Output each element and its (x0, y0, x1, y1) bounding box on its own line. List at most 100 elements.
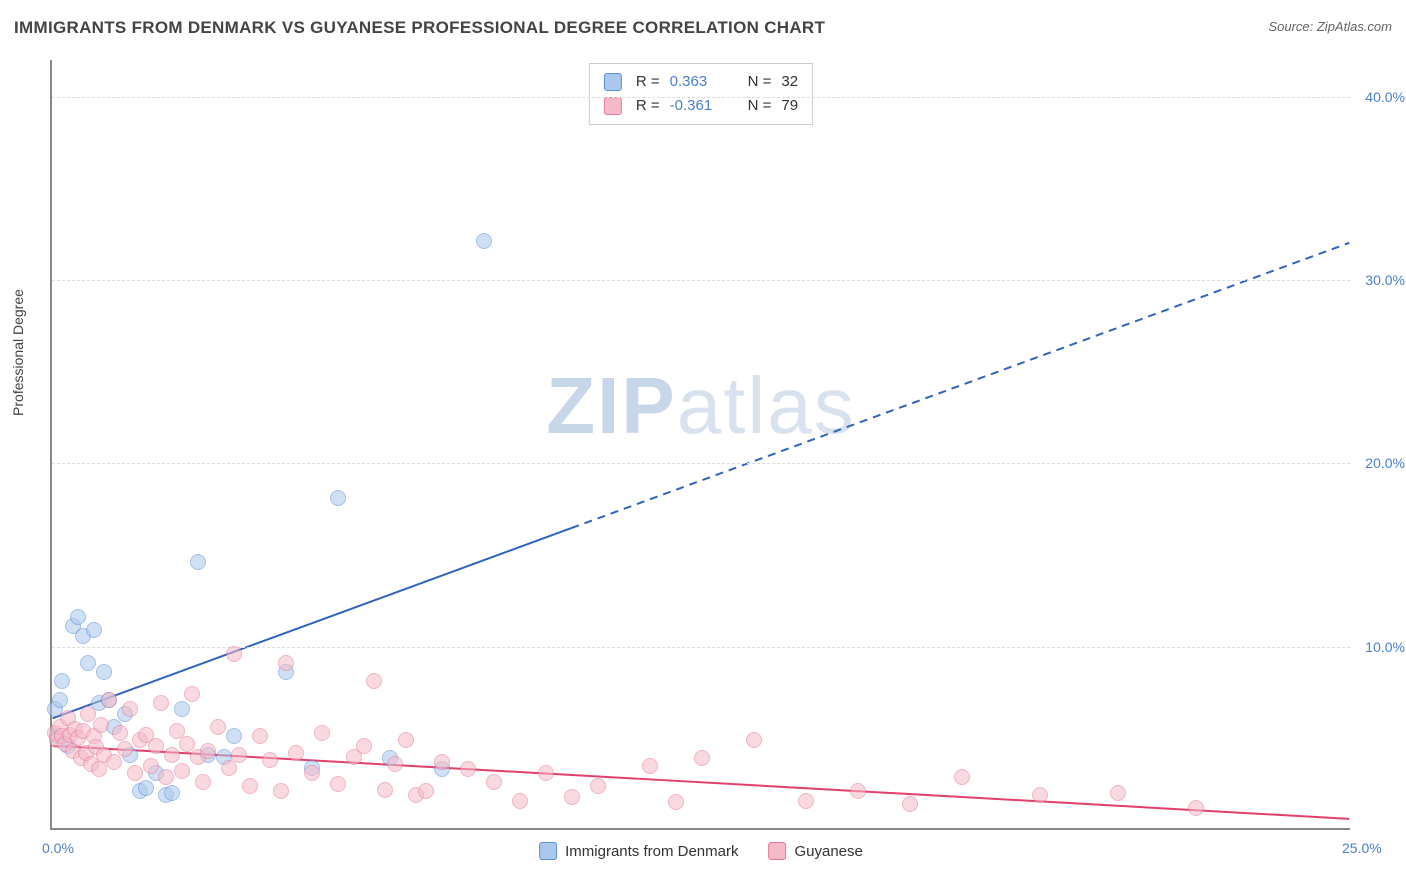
series-legend: Immigrants from Denmark Guyanese (539, 842, 863, 860)
legend-item-guyanese: Guyanese (768, 842, 862, 860)
n-value-denmark: 32 (781, 70, 798, 94)
data-point-guyanese (304, 765, 320, 781)
data-point-guyanese (564, 789, 580, 805)
y-tick-label: 10.0% (1365, 639, 1405, 655)
data-point-guyanese (231, 747, 247, 763)
data-point-denmark (52, 692, 68, 708)
watermark-atlas: atlas (677, 361, 856, 450)
data-point-guyanese (377, 782, 393, 798)
data-point-guyanese (387, 756, 403, 772)
data-point-guyanese (252, 728, 268, 744)
trend-lines (52, 60, 1350, 828)
data-point-guyanese (278, 655, 294, 671)
y-tick-label: 20.0% (1365, 455, 1405, 471)
data-point-guyanese (694, 750, 710, 766)
legend-item-denmark: Immigrants from Denmark (539, 842, 738, 860)
data-point-guyanese (158, 769, 174, 785)
data-point-guyanese (356, 738, 372, 754)
data-point-denmark (174, 701, 190, 717)
swatch-guyanese (604, 97, 622, 115)
data-point-guyanese (122, 701, 138, 717)
data-point-guyanese (262, 752, 278, 768)
watermark: ZIPatlas (546, 360, 855, 452)
y-tick-label: 40.0% (1365, 89, 1405, 105)
chart-title: IMMIGRANTS FROM DENMARK VS GUYANESE PROF… (14, 18, 825, 38)
data-point-denmark (86, 622, 102, 638)
data-point-guyanese (590, 778, 606, 794)
data-point-guyanese (1032, 787, 1048, 803)
data-point-denmark (54, 673, 70, 689)
r-value-denmark: 0.363 (670, 70, 730, 94)
data-point-denmark (164, 785, 180, 801)
legend-label-denmark: Immigrants from Denmark (565, 843, 738, 860)
data-point-guyanese (330, 776, 346, 792)
data-point-denmark (330, 490, 346, 506)
data-point-guyanese (148, 738, 164, 754)
title-bar: IMMIGRANTS FROM DENMARK VS GUYANESE PROF… (14, 18, 1392, 38)
source: Source: ZipAtlas.com (1268, 18, 1392, 36)
data-point-guyanese (1188, 800, 1204, 816)
source-value: ZipAtlas.com (1317, 19, 1392, 34)
data-point-guyanese (174, 763, 190, 779)
data-point-guyanese (798, 793, 814, 809)
data-point-guyanese (117, 741, 133, 757)
data-point-guyanese (850, 783, 866, 799)
data-point-guyanese (93, 717, 109, 733)
data-point-guyanese (1110, 785, 1126, 801)
data-point-guyanese (314, 725, 330, 741)
data-point-guyanese (195, 774, 211, 790)
data-point-guyanese (398, 732, 414, 748)
data-point-guyanese (434, 754, 450, 770)
watermark-zip: ZIP (546, 361, 676, 450)
data-point-guyanese (746, 732, 762, 748)
gridline (52, 463, 1350, 464)
swatch-denmark-icon (539, 842, 557, 860)
swatch-denmark (604, 73, 622, 91)
data-point-guyanese (112, 725, 128, 741)
gridline (52, 97, 1350, 98)
n-label: N = (748, 70, 772, 94)
data-point-guyanese (91, 761, 107, 777)
data-point-denmark (476, 233, 492, 249)
swatch-guyanese-icon (768, 842, 786, 860)
r-label: R = (636, 70, 660, 94)
correlation-legend: R = 0.363 N = 32 R = -0.361 N = 79 (589, 63, 813, 125)
data-point-denmark (138, 780, 154, 796)
data-point-guyanese (200, 743, 216, 759)
data-point-guyanese (221, 760, 237, 776)
data-point-denmark (96, 664, 112, 680)
data-point-guyanese (164, 747, 180, 763)
data-point-denmark (226, 728, 242, 744)
gridline (52, 647, 1350, 648)
data-point-guyanese (226, 646, 242, 662)
data-point-guyanese (153, 695, 169, 711)
data-point-guyanese (512, 793, 528, 809)
data-point-guyanese (184, 686, 200, 702)
data-point-guyanese (101, 692, 117, 708)
data-point-guyanese (288, 745, 304, 761)
correlation-row-denmark: R = 0.363 N = 32 (604, 70, 798, 94)
y-axis-label: Professional Degree (10, 289, 26, 416)
y-tick-label: 30.0% (1365, 272, 1405, 288)
data-point-guyanese (242, 778, 258, 794)
data-point-denmark (190, 554, 206, 570)
source-label: Source: (1268, 19, 1316, 34)
data-point-guyanese (538, 765, 554, 781)
data-point-guyanese (954, 769, 970, 785)
data-point-guyanese (486, 774, 502, 790)
x-tick-label: 25.0% (1342, 840, 1382, 856)
data-point-denmark (80, 655, 96, 671)
x-tick-label: 0.0% (42, 840, 74, 856)
data-point-guyanese (642, 758, 658, 774)
data-point-guyanese (106, 754, 122, 770)
legend-label-guyanese: Guyanese (794, 843, 862, 860)
data-point-guyanese (143, 758, 159, 774)
data-point-denmark (70, 609, 86, 625)
data-point-guyanese (418, 783, 434, 799)
data-point-guyanese (460, 761, 476, 777)
data-point-guyanese (273, 783, 289, 799)
data-point-guyanese (127, 765, 143, 781)
data-point-guyanese (366, 673, 382, 689)
data-point-guyanese (668, 794, 684, 810)
scatter-plot: ZIPatlas R = 0.363 N = 32 R = -0.361 N =… (50, 60, 1350, 830)
